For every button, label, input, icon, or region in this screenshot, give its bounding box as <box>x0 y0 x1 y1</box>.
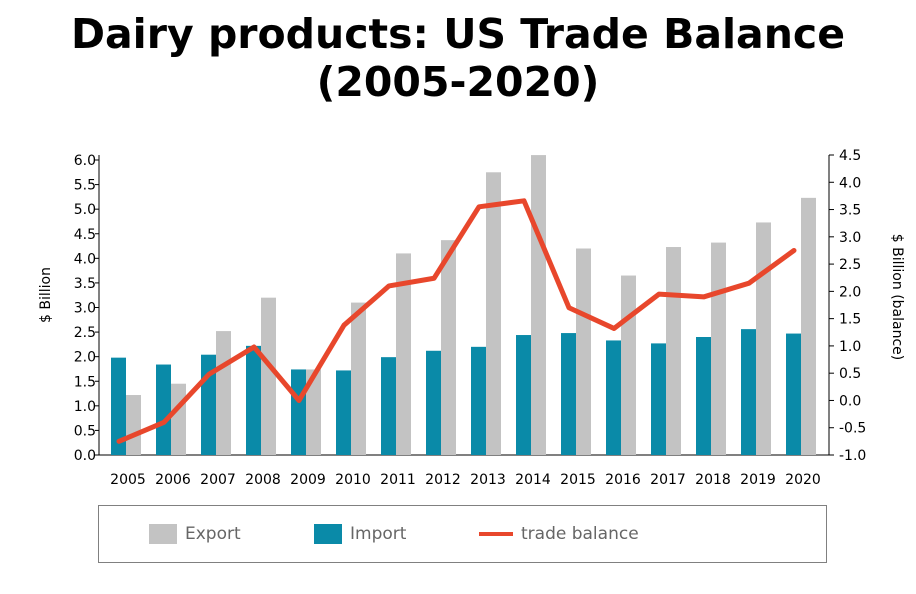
y2-axis-title: $ Billion (balance) <box>889 234 905 360</box>
x-tick-label: 2011 <box>380 472 416 488</box>
bar-export <box>486 172 501 455</box>
y-tick-label: 1.0 <box>74 399 96 415</box>
x-tick-label: 2013 <box>470 472 506 488</box>
y2-tick-label: 4.0 <box>839 175 861 191</box>
bar-import <box>426 350 441 455</box>
bar-export <box>351 302 366 455</box>
y2-tick-label: 0.0 <box>839 393 861 409</box>
bar-export <box>711 242 726 455</box>
bar-import <box>381 357 396 455</box>
bar-import <box>246 345 261 455</box>
bar-import <box>516 335 531 455</box>
bar-import <box>561 333 576 455</box>
y-tick-label: 4.5 <box>74 227 96 243</box>
y-tick-label: 5.5 <box>74 178 96 194</box>
bar-export <box>306 369 321 455</box>
bar-import <box>336 370 351 455</box>
axes: 0.0 0.5 1.0 1.5 2.0 2.5 3.0 3.5 4.0 4.5 5.0 5.5 6.0 -… <box>74 148 867 488</box>
bar-export <box>126 395 141 455</box>
bar-export <box>756 222 771 455</box>
trade-balance-line <box>116 198 797 444</box>
legend-swatch-export <box>149 524 177 544</box>
y-tick-label: 1.5 <box>74 374 96 390</box>
bar-import <box>651 343 666 455</box>
x-tick-label: 2007 <box>200 472 236 488</box>
y-axis-title: $ Billion <box>38 267 54 323</box>
bar-import <box>696 337 711 455</box>
x-tick-label: 2014 <box>515 472 551 488</box>
y-tick-label: 2.5 <box>74 325 96 341</box>
x-tick-label: 2006 <box>155 472 191 488</box>
x-tick-label: 2019 <box>740 472 776 488</box>
y2-tick-label: 1.0 <box>839 339 861 355</box>
y2-tick-label: -0.5 <box>839 421 866 437</box>
bar-export <box>216 331 231 455</box>
y-tick-label: 5.0 <box>74 202 96 218</box>
legend-item-import: Import <box>314 523 406 545</box>
legend-label-import: Import <box>350 524 407 544</box>
legend-item-export: Export <box>149 523 241 545</box>
bar-import <box>471 346 486 455</box>
y2-tick-label: 2.5 <box>839 257 861 273</box>
bar-import <box>111 357 126 455</box>
y-tick-label: 0.0 <box>74 448 96 464</box>
x-tick-label: 2015 <box>560 472 596 488</box>
x-tick-label: 2008 <box>245 472 281 488</box>
y-tick-label: 0.5 <box>74 423 96 439</box>
bar-export <box>666 247 681 455</box>
bar-export <box>621 275 636 455</box>
y2-tick-label: 2.0 <box>839 284 861 300</box>
bar-import <box>741 329 756 455</box>
x-tick-label: 2016 <box>605 472 641 488</box>
chart-title: Dairy products: US Trade Balance (2005-2… <box>70 10 846 106</box>
x-tick-label: 2005 <box>110 472 146 488</box>
y2-tick-label: 1.5 <box>839 312 861 328</box>
x-tick-label: 2010 <box>335 472 371 488</box>
bar-export <box>576 248 591 455</box>
bar-export <box>261 297 276 455</box>
y-tick-label: 3.0 <box>74 301 96 317</box>
bar-import <box>156 364 171 455</box>
y-tick-label: 2.0 <box>74 350 96 366</box>
bar-import <box>786 333 801 455</box>
y-tick-label: 3.5 <box>74 276 96 292</box>
x-tick-label: 2020 <box>785 472 821 488</box>
legend: Export Import trade balance <box>98 505 827 563</box>
y-tick-label: 4.0 <box>74 251 96 267</box>
y2-tick-label: 4.5 <box>839 148 861 164</box>
bar-export <box>396 253 411 455</box>
x-tick-label: 2009 <box>290 472 326 488</box>
y2-tick-label: 3.5 <box>839 203 861 219</box>
bar-export <box>441 240 456 455</box>
legend-item-trade-balance: trade balance <box>479 523 639 545</box>
legend-line-trade-balance <box>479 532 513 536</box>
series-line-trade-balance <box>116 198 797 444</box>
bar-export <box>801 197 816 455</box>
x-tick-label: 2018 <box>695 472 731 488</box>
bar-export <box>531 155 546 456</box>
y2-tick-label: 3.0 <box>839 230 861 246</box>
bar-export <box>171 383 186 455</box>
y-tick-label: 6.0 <box>74 153 96 169</box>
legend-swatch-import <box>314 524 342 544</box>
legend-label-trade-balance: trade balance <box>521 524 639 544</box>
legend-label-export: Export <box>185 524 241 544</box>
bars <box>111 155 816 456</box>
bar-import <box>606 340 621 455</box>
y2-tick-label: 0.5 <box>839 366 861 382</box>
bar-import <box>291 369 306 455</box>
x-tick-label: 2017 <box>650 472 686 488</box>
y2-tick-label: -1.0 <box>839 448 866 464</box>
x-tick-label: 2012 <box>425 472 461 488</box>
